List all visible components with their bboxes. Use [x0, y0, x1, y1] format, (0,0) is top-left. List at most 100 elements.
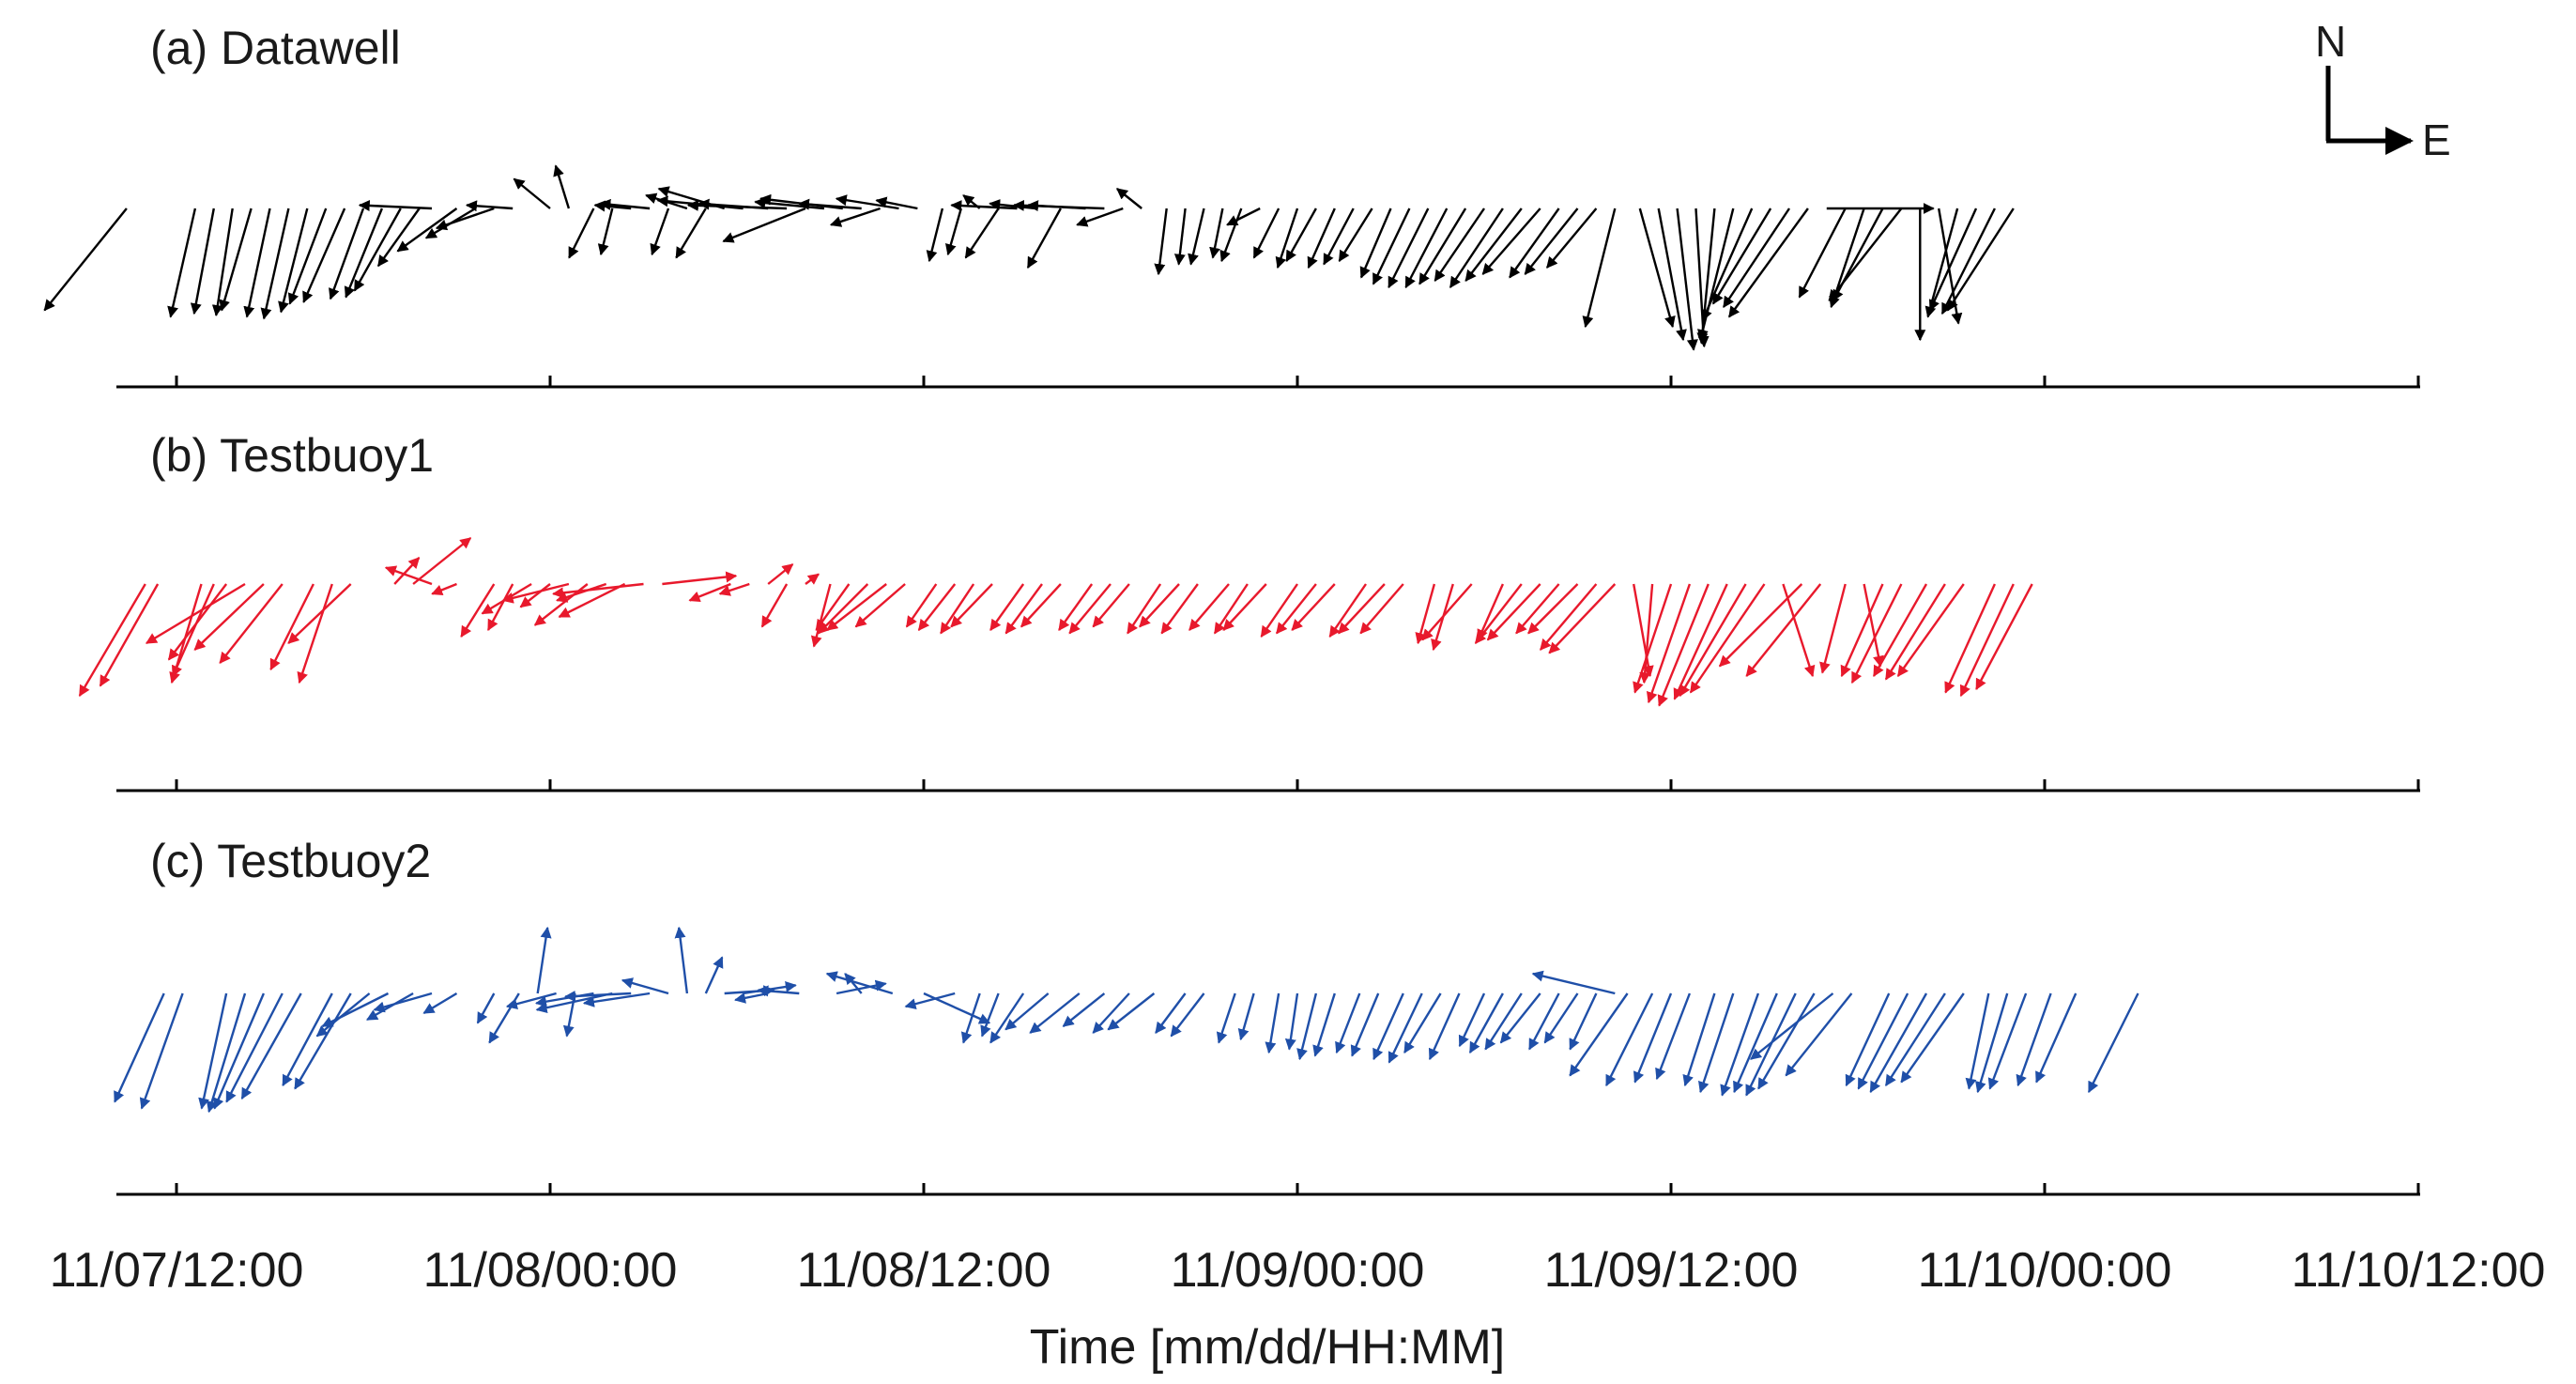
- vectors-testbuoy2: [114, 926, 2139, 1114]
- wave-vector: [562, 992, 576, 1038]
- wave-vector: [1900, 992, 1965, 1084]
- wave-vector: [1605, 992, 1654, 1087]
- wave-vector: [376, 208, 421, 268]
- wave-vector: [1275, 208, 1299, 269]
- wave-vector: [1524, 208, 1579, 275]
- wave-vector: [1857, 992, 1909, 1090]
- wave-vector: [167, 583, 228, 661]
- wave-vector: [597, 208, 614, 256]
- wave-vector: [1633, 583, 1654, 678]
- wave-vector: [513, 177, 551, 209]
- wave-vector: [1633, 583, 1673, 694]
- wave-vector: [1515, 583, 1560, 635]
- wave-vector: [1226, 207, 1261, 226]
- wave-vector: [240, 992, 302, 1100]
- wave-vector: [353, 208, 402, 292]
- wave-vector: [1819, 583, 1847, 674]
- wave-vector: [558, 582, 626, 619]
- wave-vector: [225, 992, 284, 1103]
- wave-vector: [393, 557, 421, 585]
- wave-vector: [686, 199, 788, 211]
- wave-vector: [1421, 583, 1473, 641]
- x-tick-label: 11/09/00:00: [1171, 1243, 1425, 1298]
- wave-vector: [1076, 207, 1124, 227]
- wave-vector: [321, 992, 390, 1028]
- wave-vector: [1869, 992, 1928, 1094]
- wave-vector: [1372, 992, 1404, 1061]
- wave-vector: [1682, 992, 1716, 1087]
- wave-vector: [1531, 970, 1616, 995]
- wave-vector: [1428, 992, 1461, 1061]
- wave-vector: [904, 992, 956, 1010]
- wave-vector: [1745, 583, 1822, 677]
- wave-vector: [1026, 208, 1062, 269]
- wave-vector: [1638, 208, 1676, 329]
- wave-vector: [1388, 992, 1423, 1064]
- wave-vector: [1020, 583, 1062, 628]
- wave-vector: [1058, 583, 1094, 631]
- wave-vector: [190, 208, 215, 315]
- wave-vector: [1633, 992, 1673, 1084]
- wave-vector: [1170, 992, 1205, 1038]
- compass: N E: [2315, 17, 2451, 164]
- wave-vector: [1733, 992, 1778, 1094]
- wave-vector: [193, 583, 265, 651]
- wave-vector: [505, 992, 557, 1010]
- wave-vector: [1219, 208, 1243, 263]
- wave-vector: [1222, 583, 1267, 631]
- wave-vector: [1029, 992, 1081, 1034]
- x-tick-label: 11/07/12:00: [50, 1243, 304, 1298]
- wave-vector: [1252, 208, 1280, 259]
- wave-vector: [1154, 208, 1168, 276]
- wave-vector: [2035, 992, 2078, 1084]
- wave-vector: [743, 981, 797, 995]
- wave-vector: [1548, 583, 1617, 654]
- wave-vector: [536, 926, 552, 994]
- x-tick-label: 11/08/12:00: [797, 1243, 1051, 1298]
- compass-east-label: E: [2422, 115, 2451, 164]
- wave-vector: [1237, 992, 1255, 1041]
- wave-vector: [836, 979, 887, 995]
- wave-vector: [358, 199, 433, 211]
- wave-vector: [1359, 583, 1404, 635]
- wave-vector: [278, 208, 309, 314]
- wave-vector: [1509, 208, 1560, 279]
- wave-vector: [2087, 992, 2139, 1094]
- wave-vector: [43, 208, 128, 312]
- wave-vector: [396, 208, 458, 253]
- panel-label-datawell: (a) Datawell: [150, 22, 401, 74]
- wave-vector: [1928, 208, 1978, 312]
- wave-vector: [1673, 583, 1728, 700]
- wave-vector: [674, 926, 689, 994]
- wave-vector: [466, 200, 514, 212]
- wave-vector: [476, 992, 496, 1024]
- wave-vector: [1543, 992, 1579, 1044]
- wave-vector: [1785, 992, 1853, 1077]
- wave-vector: [519, 583, 551, 608]
- wave-vector: [213, 992, 266, 1110]
- wave-vector: [422, 992, 458, 1015]
- wave-vector: [722, 207, 806, 243]
- x-tick-label: 11/10/12:00: [2292, 1243, 2546, 1298]
- wave-vector: [1750, 992, 1834, 1060]
- wave-vector: [294, 992, 352, 1090]
- axes: [116, 376, 2420, 1196]
- wave-vector: [145, 582, 246, 645]
- wave-vector: [980, 992, 1000, 1038]
- wave-vector: [767, 563, 794, 585]
- wave-vector: [1188, 583, 1230, 631]
- wave-vector: [1679, 583, 1747, 698]
- wave-vector: [829, 207, 881, 227]
- wave-vector: [1701, 208, 1754, 322]
- wave-vector: [211, 208, 234, 316]
- wave-vector: [917, 583, 957, 631]
- wave-vector: [1307, 208, 1336, 269]
- wave-vector: [662, 571, 738, 586]
- wave-vector: [1840, 583, 1884, 678]
- wave-vector: [1388, 208, 1430, 289]
- wave-vector: [1727, 208, 1809, 318]
- x-tick-label: 11/08/00:00: [423, 1243, 678, 1298]
- x-axis-title: Time [mm/dd/HH:MM]: [1030, 1320, 1506, 1375]
- wave-vector: [1004, 583, 1043, 635]
- wave-vector: [206, 992, 247, 1114]
